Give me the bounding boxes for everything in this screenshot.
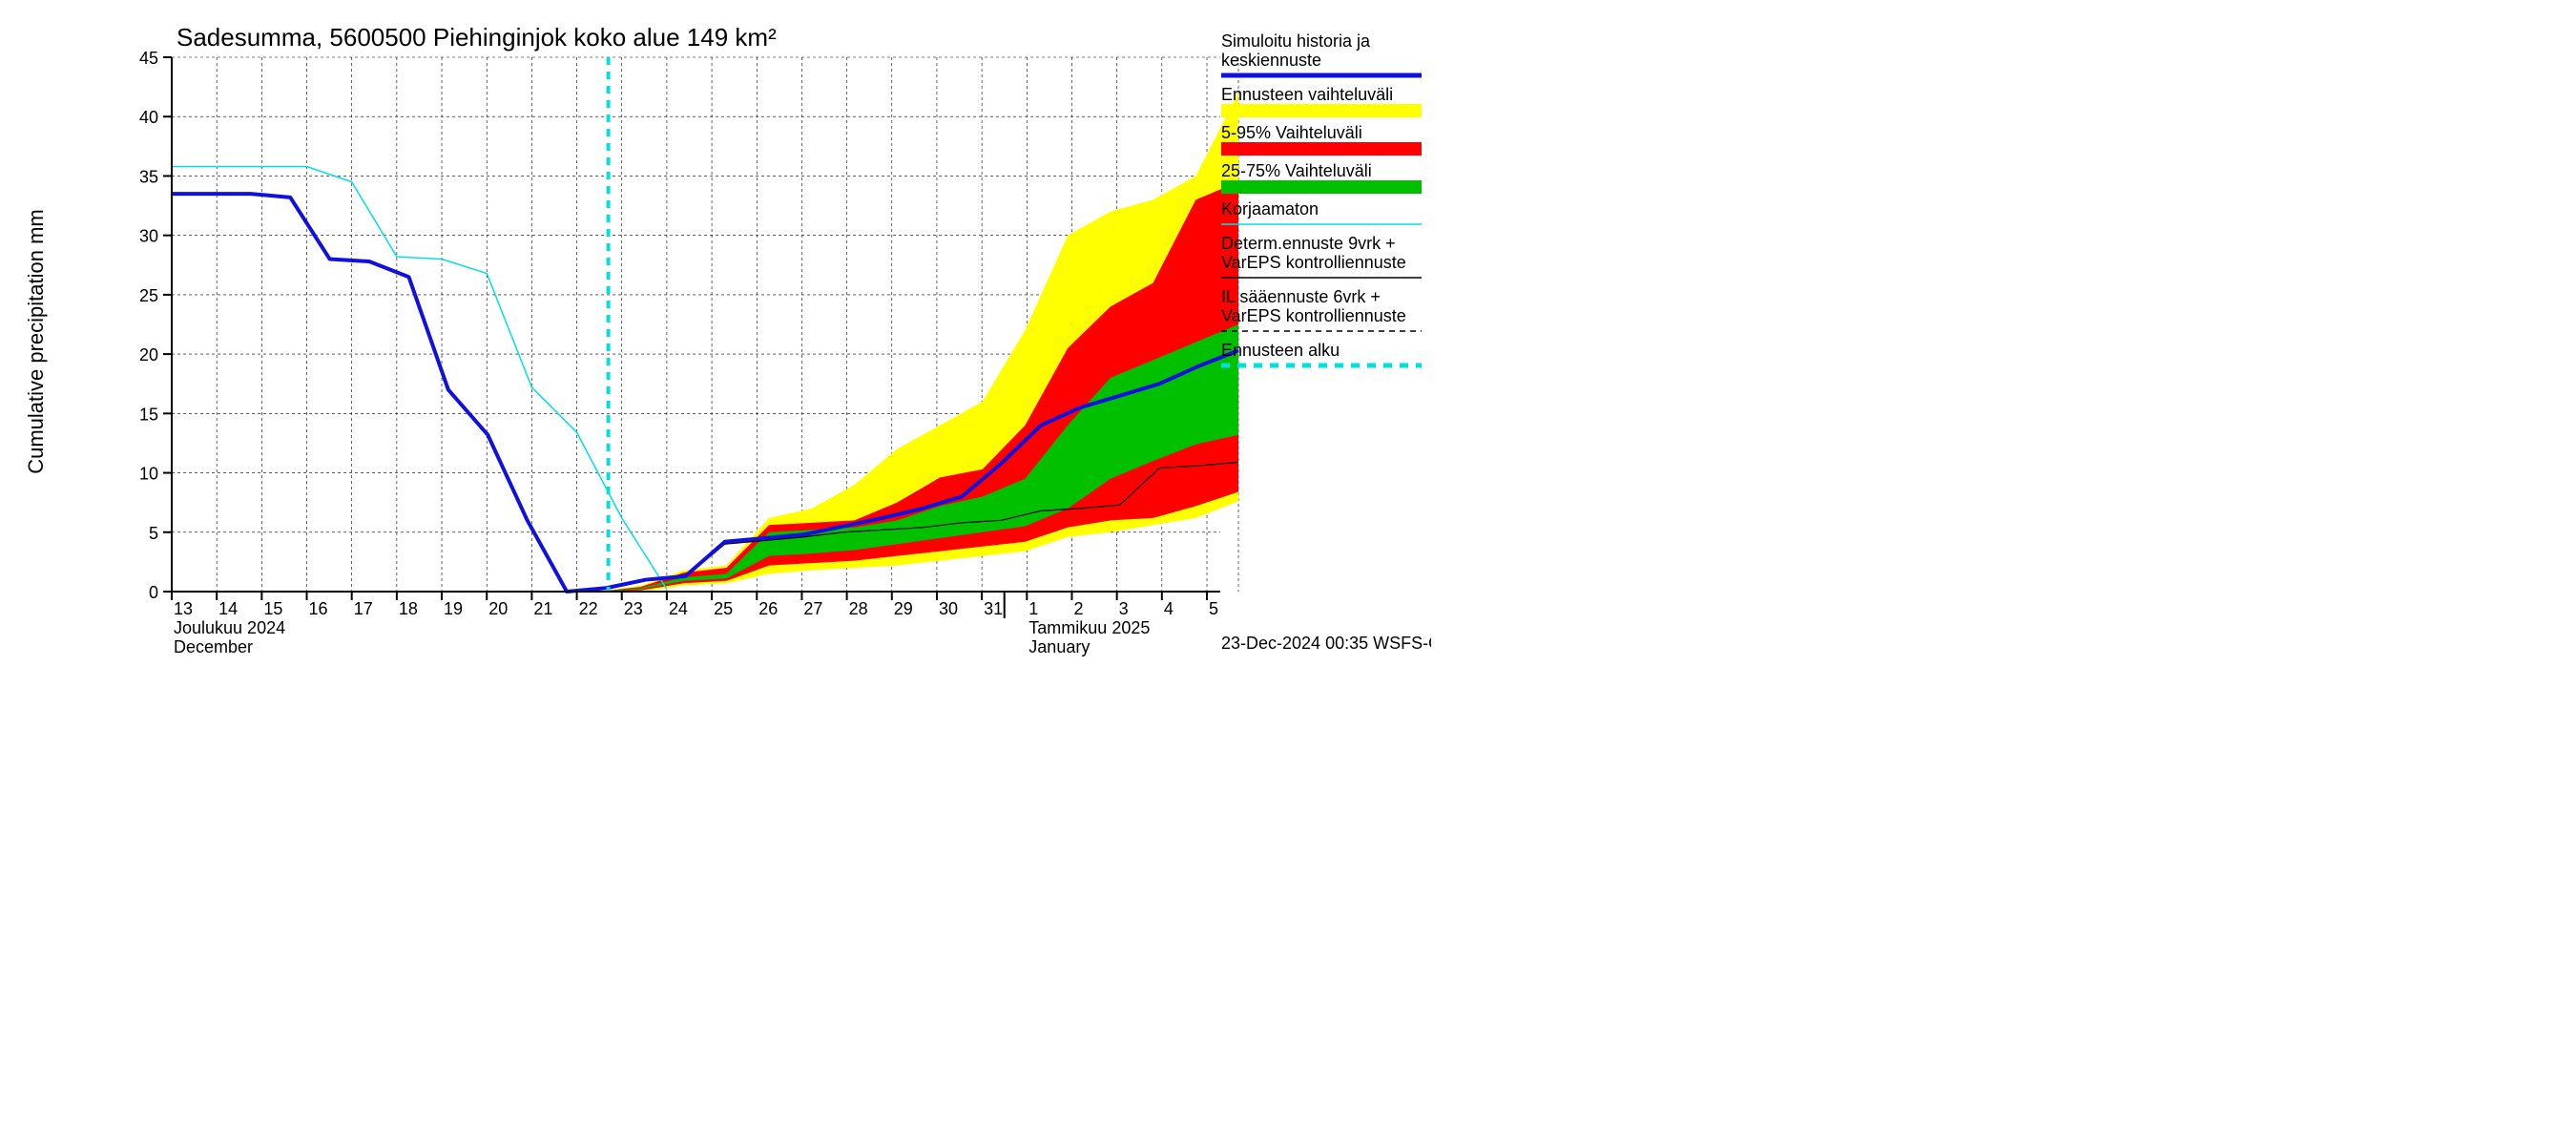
- x-tick-label: 26: [758, 599, 778, 618]
- x-tick-label: 3: [1119, 599, 1129, 618]
- legend-label: 5-95% Vaihteluväli: [1221, 123, 1362, 142]
- y-axis-label: Cumulative precipitation mm: [24, 209, 48, 474]
- legend-label: VarEPS kontrolliennuste: [1221, 306, 1406, 325]
- x-tick-label: 4: [1164, 599, 1174, 618]
- x-tick-label: 29: [894, 599, 913, 618]
- y-tick-label: 15: [139, 405, 158, 424]
- y-tick-label: 0: [149, 583, 158, 602]
- forecast-bands: [172, 93, 1238, 592]
- legend: Simuloitu historia jakeskiennuste Ennuste…: [1221, 31, 1422, 365]
- x-tick-label: 22: [579, 599, 598, 618]
- x-tick-label: 18: [399, 599, 418, 618]
- x-tick-label: 19: [444, 599, 463, 618]
- legend-label: Ennusteen vaihteluväli: [1221, 85, 1393, 104]
- x-tick-label: 24: [669, 599, 688, 618]
- x-tick-label: 5: [1209, 599, 1218, 618]
- x-tick-label: 27: [803, 599, 822, 618]
- month-label: December: [174, 637, 253, 656]
- chart-svg: 0510152025303540451314151617181920212223…: [0, 0, 1431, 668]
- month-label: January: [1028, 637, 1090, 656]
- legend-swatch: [1221, 142, 1422, 156]
- y-tick-label: 25: [139, 286, 158, 305]
- x-tick-label: 14: [218, 599, 238, 618]
- x-tick-label: 20: [488, 599, 508, 618]
- legend-label: Ennusteen alku: [1221, 341, 1340, 360]
- x-tick-label: 1: [1028, 599, 1038, 618]
- month-label: Joulukuu 2024: [174, 618, 285, 637]
- x-tick-label: 15: [263, 599, 282, 618]
- y-tick-label: 45: [139, 49, 158, 68]
- x-tick-label: 28: [849, 599, 868, 618]
- x-tick-label: 21: [533, 599, 552, 618]
- x-tick-label: 25: [714, 599, 733, 618]
- legend-label: keskiennuste: [1221, 51, 1321, 70]
- y-tick-label: 35: [139, 167, 158, 186]
- legend-label: IL sääennuste 6vrk +: [1221, 287, 1381, 306]
- x-tick-label: 30: [939, 599, 958, 618]
- x-tick-label: 2: [1073, 599, 1083, 618]
- y-tick-label: 40: [139, 108, 158, 127]
- x-tick-label: 17: [354, 599, 373, 618]
- x-tick-label: 16: [309, 599, 328, 618]
- legend-swatch: [1221, 180, 1422, 194]
- legend-label: VarEPS kontrolliennuste: [1221, 253, 1406, 272]
- legend-label: Determ.ennuste 9vrk +: [1221, 234, 1396, 253]
- legend-label: 25-75% Vaihteluväli: [1221, 161, 1372, 180]
- y-tick-label: 10: [139, 465, 158, 484]
- chart-title: Sadesumma, 5600500 Piehinginjok koko alu…: [177, 23, 777, 52]
- legend-label: Korjaamaton: [1221, 199, 1319, 219]
- y-tick-label: 5: [149, 524, 158, 543]
- y-tick-label: 30: [139, 227, 158, 246]
- footer-timestamp: 23-Dec-2024 00:35 WSFS-O: [1221, 634, 1431, 653]
- chart-container: 0510152025303540451314151617181920212223…: [0, 0, 1431, 668]
- legend-label: Simuloitu historia ja: [1221, 31, 1371, 51]
- x-tick-label: 23: [624, 599, 643, 618]
- x-tick-label: 31: [984, 599, 1003, 618]
- x-tick-label: 13: [174, 599, 193, 618]
- line-korjaamaton: [172, 166, 667, 589]
- y-tick-label: 20: [139, 345, 158, 364]
- month-label: Tammikuu 2025: [1028, 618, 1150, 637]
- legend-swatch: [1221, 104, 1422, 117]
